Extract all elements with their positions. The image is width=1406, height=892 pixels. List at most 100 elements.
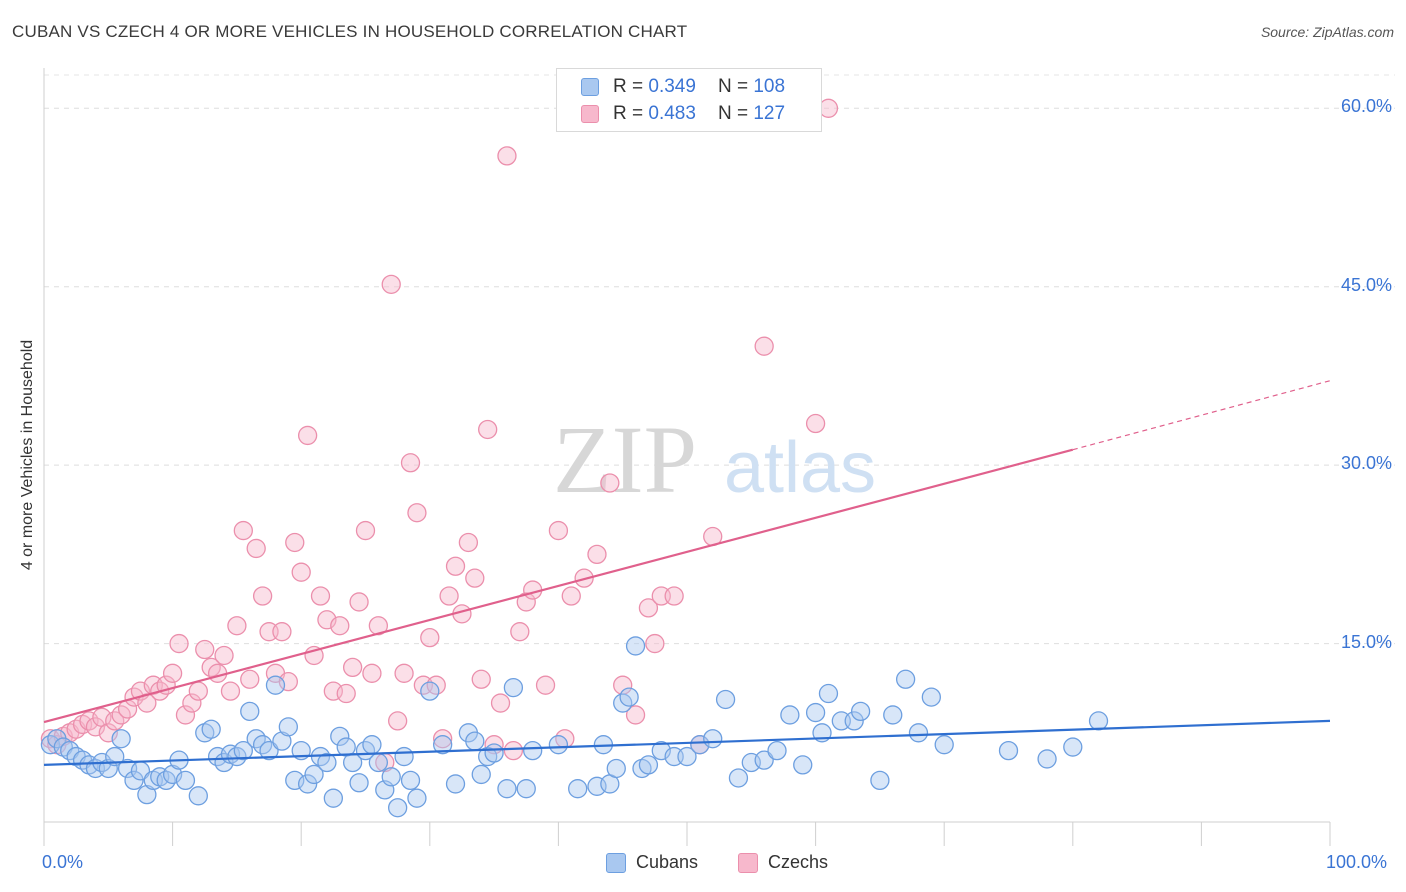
czechs-n-value: 127 xyxy=(753,103,786,124)
cuban-point xyxy=(934,735,954,755)
cuban-point xyxy=(767,740,787,761)
cuban-point xyxy=(780,705,800,725)
czech-point xyxy=(214,645,234,666)
czech-point xyxy=(394,663,414,683)
czech-point xyxy=(285,532,305,553)
cuban-point xyxy=(105,746,125,767)
czech-point xyxy=(400,453,421,473)
czech-point xyxy=(252,586,273,606)
cuban-point xyxy=(188,786,208,806)
cuban-point xyxy=(317,752,337,773)
cuban-point xyxy=(908,723,929,743)
cuban-point xyxy=(304,764,324,785)
cuban-point xyxy=(265,675,286,695)
y-tick-label: 60.0% xyxy=(1340,96,1392,117)
cuban-point xyxy=(259,740,279,761)
czech-point xyxy=(445,556,466,576)
r-label: R = xyxy=(613,76,644,97)
czech-point xyxy=(169,633,189,654)
cuban-point xyxy=(728,768,749,788)
czech-point xyxy=(625,705,646,725)
cuban-point xyxy=(1037,749,1057,769)
czech-point xyxy=(156,675,176,695)
czech-point xyxy=(381,274,401,295)
czech-point xyxy=(535,675,556,695)
cuban-point xyxy=(754,750,774,770)
czech-point xyxy=(587,544,607,565)
czech-point xyxy=(387,711,408,731)
czech-point xyxy=(465,568,485,588)
y-axis-label: 4 or more Vehicles in Household xyxy=(19,339,36,571)
czechs-legend-label: Czechs xyxy=(768,852,829,872)
czech-point xyxy=(664,586,684,606)
cubans-r-value: 0.349 xyxy=(648,76,696,97)
r-label: R = xyxy=(613,103,644,124)
cuban-point xyxy=(323,788,344,808)
czechs-r-value: 0.483 xyxy=(648,103,696,124)
czechs-swatch xyxy=(581,105,599,123)
cuban-point xyxy=(606,758,626,779)
bottom-legend-czechs: Czechs xyxy=(738,852,828,873)
czech-point xyxy=(439,586,459,606)
watermark-zip: ZIP xyxy=(553,406,697,513)
czech-point xyxy=(246,538,266,559)
cuban-point xyxy=(805,702,826,723)
cuban-point xyxy=(625,636,646,656)
czechs-trend-extension xyxy=(1072,380,1331,451)
y-tick-label: 30.0% xyxy=(1340,453,1392,474)
cuban-point xyxy=(1063,737,1083,757)
czech-point xyxy=(272,622,292,642)
cuban-point xyxy=(233,740,253,761)
cubans-n-value: 108 xyxy=(753,76,786,97)
czech-point xyxy=(818,98,839,118)
czech-point xyxy=(638,598,659,618)
czech-point xyxy=(182,693,202,713)
x-tick-max: 100.0% xyxy=(1326,852,1388,872)
legend-row-czechs: R = 0.483 N = 127 xyxy=(581,102,785,126)
cuban-point xyxy=(111,729,131,749)
czech-point xyxy=(471,669,491,689)
cuban-point xyxy=(137,784,157,805)
cuban-point xyxy=(124,770,144,791)
cuban-point xyxy=(349,773,369,793)
watermark: ZIP atlas xyxy=(553,406,876,513)
czech-point xyxy=(420,627,440,648)
cuban-point xyxy=(471,764,491,785)
czech-point xyxy=(240,669,260,689)
czech-point xyxy=(195,639,215,660)
cuban-point xyxy=(272,731,292,751)
cuban-point xyxy=(998,740,1019,761)
cuban-point xyxy=(503,677,524,698)
cubans-points xyxy=(40,636,1109,818)
cuban-point xyxy=(677,746,697,767)
czechs-trend-line xyxy=(43,448,1074,724)
czech-point xyxy=(407,503,427,523)
y-tick-label: 15.0% xyxy=(1340,631,1392,652)
cuban-point xyxy=(240,701,260,722)
cuban-point xyxy=(895,669,916,689)
gridlines xyxy=(44,74,1395,645)
czech-point xyxy=(233,520,253,541)
czech-point xyxy=(600,473,620,493)
cubans-swatch xyxy=(581,78,599,96)
cuban-point xyxy=(793,755,813,775)
czech-point xyxy=(490,693,511,713)
cuban-point xyxy=(516,779,536,799)
cuban-point xyxy=(433,735,453,755)
y-tick-label: 45.0% xyxy=(1340,274,1392,295)
czech-point xyxy=(433,729,453,749)
cuban-point xyxy=(201,719,221,739)
cubans-trend-line xyxy=(43,719,1331,767)
cuban-point xyxy=(445,774,466,794)
czech-point xyxy=(188,681,208,701)
cuban-point xyxy=(381,767,401,787)
cuban-point xyxy=(619,687,639,707)
cuban-point xyxy=(497,779,517,799)
n-label: N = xyxy=(717,103,749,124)
czech-point xyxy=(362,663,382,683)
czech-point xyxy=(220,681,241,701)
czech-point xyxy=(503,740,524,761)
cuban-point xyxy=(883,705,903,725)
cuban-point xyxy=(870,770,890,791)
correlation-legend: R = 0.349 N = 108 R = 0.483 N = 127 xyxy=(556,68,822,132)
